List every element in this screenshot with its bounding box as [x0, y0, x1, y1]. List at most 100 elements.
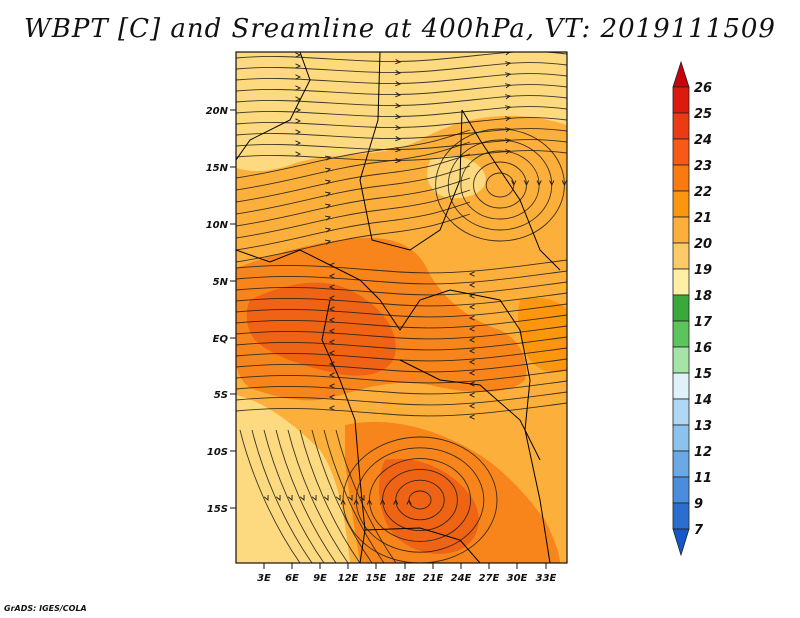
streamline [287, 429, 349, 563]
streamline [236, 314, 567, 329]
streamline [263, 429, 325, 563]
streamline [236, 117, 567, 128]
streamline-arrow [395, 59, 402, 65]
streamline-arrow [323, 494, 329, 501]
streamline [236, 270, 567, 285]
streamline [236, 95, 567, 106]
country-border [379, 289, 521, 331]
streamline-arrow [328, 273, 335, 279]
streamline [236, 281, 567, 296]
colorbar-swatch [672, 450, 690, 478]
streamline-arrow [395, 92, 402, 98]
streamline-arrow [295, 85, 302, 91]
streamline-arrow [328, 350, 335, 356]
streamlines [236, 52, 567, 563]
streamline [236, 303, 567, 318]
streamline-arrow [380, 498, 386, 505]
field-cool-north [236, 52, 567, 172]
lon-tick-label: 18E [395, 573, 416, 584]
streamline-arrow [325, 203, 331, 209]
colorbar-swatch [672, 424, 690, 452]
streamline-arrow [325, 167, 331, 173]
streamline [236, 369, 567, 384]
streamline-arrow [561, 180, 567, 187]
credit-label: GrADS: IGES/COLA [4, 604, 87, 613]
streamline-arrow [468, 403, 475, 409]
streamline [236, 165, 471, 215]
streamline-arrow [328, 405, 335, 411]
streamline [236, 177, 471, 227]
colorbar-label: 20 [694, 237, 712, 252]
streamline-arrow [353, 498, 359, 505]
streamline [251, 429, 313, 563]
streamline [236, 380, 567, 395]
colorbar-labels: 26 25 24 23 22 21 20 19 18 17 16 15 14 1… [694, 81, 713, 538]
streamline-arrow [395, 125, 402, 131]
lon-tick-label: 30E [507, 573, 528, 584]
streamline-arrow [325, 155, 331, 161]
streamline [236, 84, 567, 95]
streamline-arrow [263, 494, 269, 501]
colorbar-swatch [672, 268, 690, 296]
lat-tick-label: 5N [213, 277, 229, 288]
streamline-arrow [395, 136, 402, 142]
colorbar-label: 25 [694, 107, 712, 122]
streamline-arrow [328, 328, 335, 334]
country-border [236, 52, 311, 161]
streamline-arrow [295, 151, 302, 157]
streamline-arrow [328, 383, 335, 389]
colorbar-label: 7 [694, 523, 704, 538]
streamline-arrow [505, 83, 512, 89]
streamline-arrow [468, 392, 475, 398]
lat-tick-label: 15S [207, 504, 228, 515]
streamline-arrow [505, 61, 512, 67]
country-border [519, 329, 551, 563]
streamline [236, 141, 471, 191]
colorbar-swatch [672, 346, 690, 374]
streamline-arrow [347, 494, 353, 501]
colorbar-label: 22 [694, 185, 712, 200]
streamline-arrow [325, 227, 331, 233]
streamline [236, 336, 567, 351]
colorbar-label: 19 [694, 263, 712, 278]
streamline-arrow [366, 498, 372, 505]
streamline-arrow [295, 118, 302, 124]
streamline [236, 292, 567, 307]
streamline [236, 150, 567, 161]
colorbar-label: 21 [694, 211, 712, 226]
streamline-arrow [395, 70, 402, 76]
lon-tick-label: 24E [451, 573, 472, 584]
streamline [275, 429, 337, 563]
streamline-arrow [505, 149, 512, 155]
streamline [236, 259, 567, 274]
streamline [299, 429, 361, 563]
lon-tick-label: 6E [285, 573, 299, 584]
streamline [236, 391, 567, 406]
streamline-arrow [468, 337, 475, 343]
colorbar-swatch [672, 190, 690, 218]
streamline-arrow [505, 105, 512, 111]
streamline-arrow [468, 304, 475, 310]
streamline [323, 429, 385, 563]
streamline-arrow [328, 317, 335, 323]
colorbar-swatch [672, 502, 690, 530]
lat-tick-label: EQ [213, 334, 229, 345]
field-hot-center [246, 282, 396, 376]
wbpt-map [236, 52, 567, 563]
streamline [236, 52, 567, 62]
streamline-arrow [287, 494, 293, 501]
country-border [236, 249, 381, 301]
streamline-arrow [505, 138, 512, 144]
colorbar-label: 17 [694, 315, 713, 330]
colorbar-swatch [672, 476, 690, 504]
streamline-arrow [468, 348, 475, 354]
colorbar-swatch [672, 138, 690, 166]
lon-tick-label: 33E [536, 573, 557, 584]
lon-tick-label: 15E [366, 573, 387, 584]
colorbar-swatch [672, 164, 690, 192]
streamline-arrow [335, 494, 341, 501]
streamline-arrow [299, 494, 305, 501]
streamline-arrow [325, 215, 331, 221]
country-border [461, 109, 561, 271]
